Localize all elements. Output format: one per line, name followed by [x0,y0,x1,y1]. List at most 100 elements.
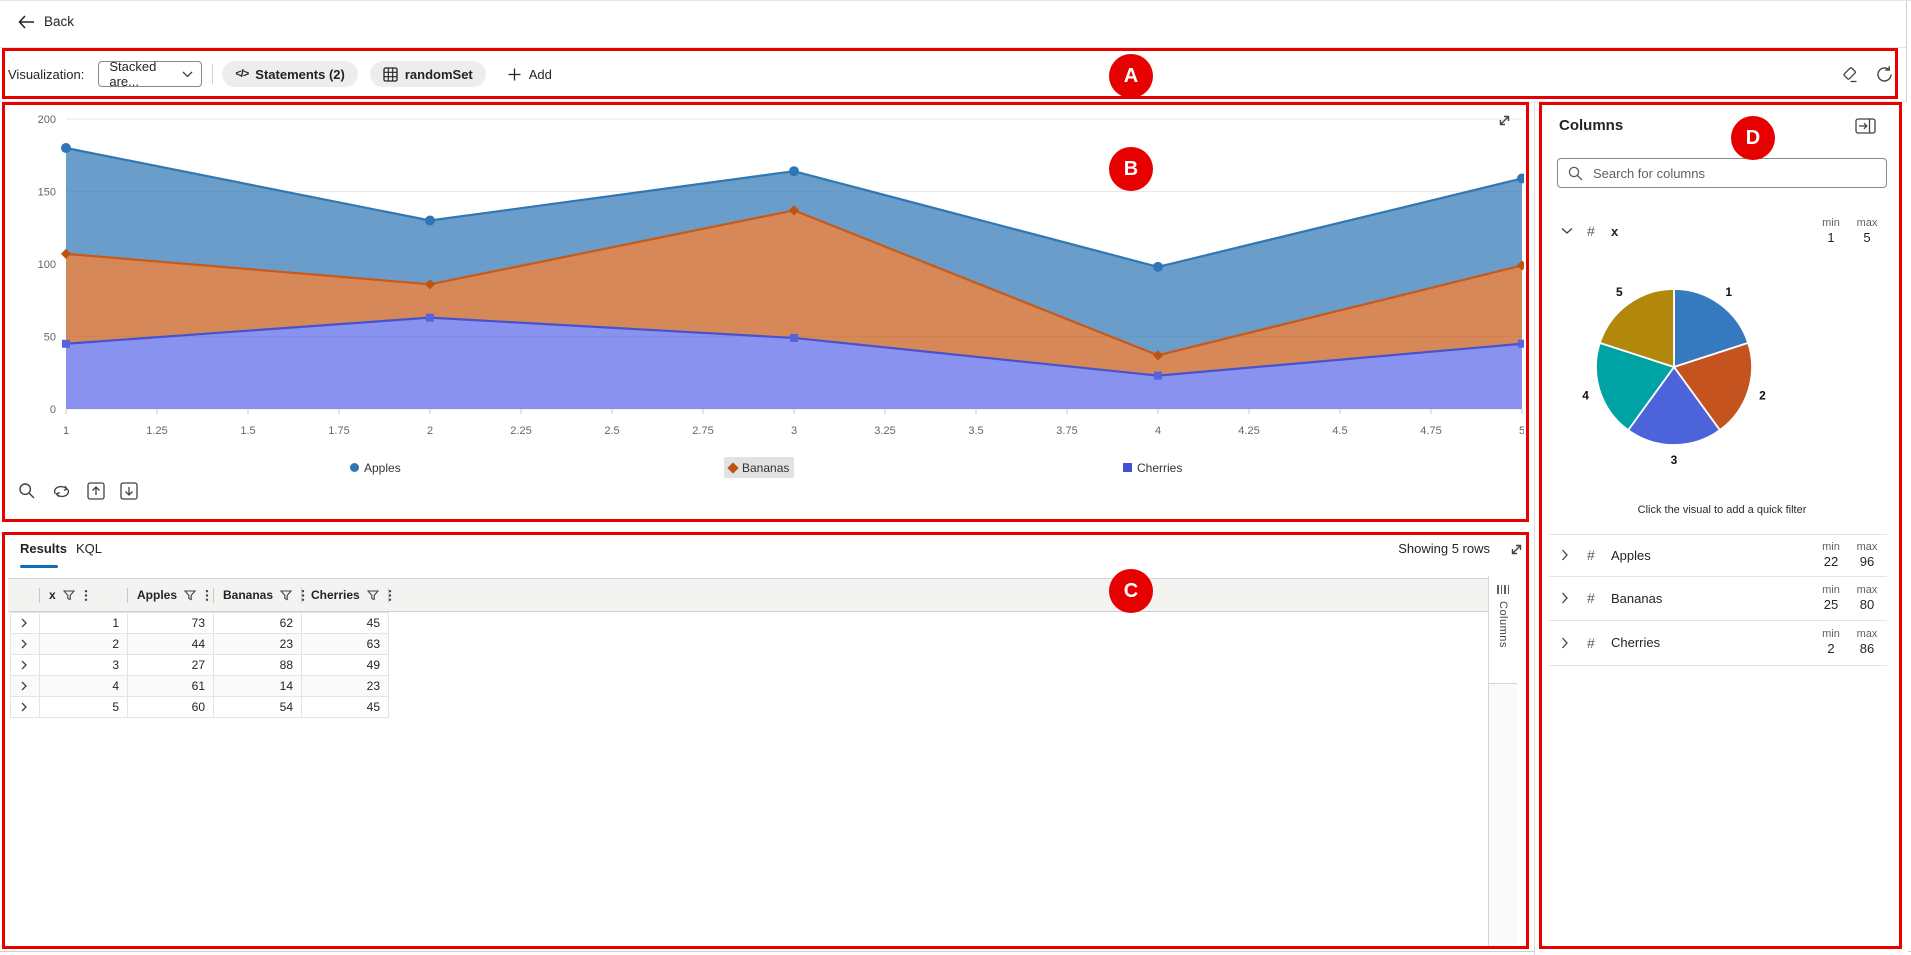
column-name: Cherries [1611,635,1661,650]
cell-cherries: 49 [302,655,389,675]
svg-text:1: 1 [1725,285,1732,299]
visualization-label: Visualization: [8,66,85,82]
min-value: 2 [1827,641,1835,656]
legend-item-bananas[interactable]: Bananas [724,457,795,478]
filter-funnel-icon[interactable] [280,589,293,601]
column-menu-kebab-icon[interactable] [388,589,392,602]
column-header-apples[interactable]: Apples [137,579,223,611]
column-menu-kebab-icon[interactable] [205,589,209,602]
column-header-label: Cherries [311,588,360,602]
max-label: max [1856,628,1878,640]
chevron-right-icon[interactable] [1561,637,1569,649]
statements-label: Statements (2) [255,66,345,82]
svg-text:4.75: 4.75 [1420,425,1441,437]
visualization-type-value: Stacked are... [109,59,157,89]
legend-label: Cherries [1137,460,1183,475]
chart-expand-button[interactable] [1496,112,1513,134]
legend-label: Apples [364,460,401,475]
columns-flyout-strip: Columns [1488,576,1517,947]
grip-icon [1497,585,1509,594]
tab-results[interactable]: Results [20,541,67,556]
cell-cherries: 23 [302,676,389,696]
column-item-cherries[interactable]: # Cherries min 2 max 86 [1535,620,1909,665]
table-row: 3 27 88 49 [11,655,389,676]
cell-bananas: 14 [214,676,302,696]
cell-x: 1 [40,613,128,633]
add-button[interactable]: Add [508,67,552,82]
columns-flyout-tab[interactable]: Columns [1489,576,1517,684]
row-count-status: Showing 5 rows [1398,541,1490,556]
tab-kql[interactable]: KQL [76,541,103,556]
plus-icon [508,68,521,81]
filter-funnel-icon[interactable] [184,589,197,601]
pan-cycle-icon[interactable] [51,483,72,500]
legend-item-apples[interactable]: Apples [345,457,406,478]
divider [1549,534,1887,535]
svg-text:50: 50 [44,332,56,344]
chevron-right-icon[interactable] [1561,592,1569,604]
columns-search-input[interactable] [1591,164,1876,182]
cell-apples: 73 [128,613,214,633]
legend-item-cherries[interactable]: Cherries [1118,457,1187,478]
chevron-down-icon[interactable] [1561,227,1573,235]
svg-text:100: 100 [38,259,56,271]
min-label: min [1822,216,1840,229]
move-up-icon[interactable] [87,482,105,500]
tab-randomset[interactable]: randomSet [369,61,486,87]
svg-text:200: 200 [38,114,56,126]
row-expand-chevron-icon[interactable] [11,697,40,717]
back-arrow-icon [18,14,35,29]
column-item-bananas[interactable]: # Bananas min 25 max 80 [1535,576,1909,620]
svg-text:1.75: 1.75 [328,425,349,437]
column-item-apples[interactable]: # Apples min 22 max 96 [1535,534,1909,576]
column-name: Apples [1611,547,1651,563]
table-row: 1 73 62 45 [11,613,389,634]
cell-bananas: 23 [214,634,302,654]
svg-text:4.25: 4.25 [1238,425,1259,437]
cell-cherries: 45 [302,613,389,633]
table-row: 5 60 54 45 [11,697,389,718]
randomset-label: randomSet [404,66,473,82]
cell-cherries: 63 [302,634,389,654]
window-border [0,951,1911,952]
column-menu-kebab-icon[interactable] [301,589,305,602]
cell-apples: 27 [128,655,214,675]
filter-funnel-icon[interactable] [62,589,75,601]
row-expand-chevron-icon[interactable] [11,655,40,675]
diamond-marker-icon [727,461,739,474]
svg-text:4.5: 4.5 [1332,425,1347,437]
back-button[interactable]: Back [18,14,74,29]
chevron-right-icon[interactable] [1561,549,1569,561]
min-value: 1 [1827,229,1835,245]
eraser-icon[interactable] [1840,65,1859,84]
column-menu-kebab-icon[interactable] [84,589,88,602]
svg-text:1: 1 [63,425,69,437]
svg-text:3.5: 3.5 [968,425,983,437]
numeric-type-icon: # [1587,634,1595,651]
filter-funnel-icon[interactable] [366,589,379,601]
row-expand-chevron-icon[interactable] [11,613,40,633]
row-expand-chevron-icon[interactable] [11,634,40,654]
refresh-icon[interactable] [1875,65,1894,84]
column-header-cherries[interactable]: Cherries [311,579,398,611]
visualization-type-dropdown[interactable]: Stacked are... [98,59,203,89]
max-value: 80 [1859,596,1875,612]
cell-x: 2 [40,634,128,654]
zoom-icon[interactable] [18,482,36,500]
row-expand-chevron-icon[interactable] [11,676,40,696]
x-distribution-pie-chart[interactable]: 1 2 3 4 5 [1554,265,1794,480]
tab-statements[interactable]: </> Statements (2) [222,61,358,87]
move-down-icon[interactable] [120,482,138,500]
results-expand-button[interactable] [1508,541,1525,563]
cell-x: 4 [40,676,128,696]
max-value: 86 [1859,641,1875,656]
numeric-type-icon: # [1587,547,1595,563]
column-header-x[interactable]: x [49,579,137,611]
column-header-bananas[interactable]: Bananas [223,579,311,611]
column-header-label: Bananas [223,588,274,602]
column-name: x [1611,223,1619,239]
collapse-panel-icon[interactable] [1855,117,1877,141]
column-item-x[interactable]: # x min 1 max 5 [1535,202,1909,260]
cell-bananas: 62 [214,613,302,633]
min-value: 22 [1823,553,1839,569]
